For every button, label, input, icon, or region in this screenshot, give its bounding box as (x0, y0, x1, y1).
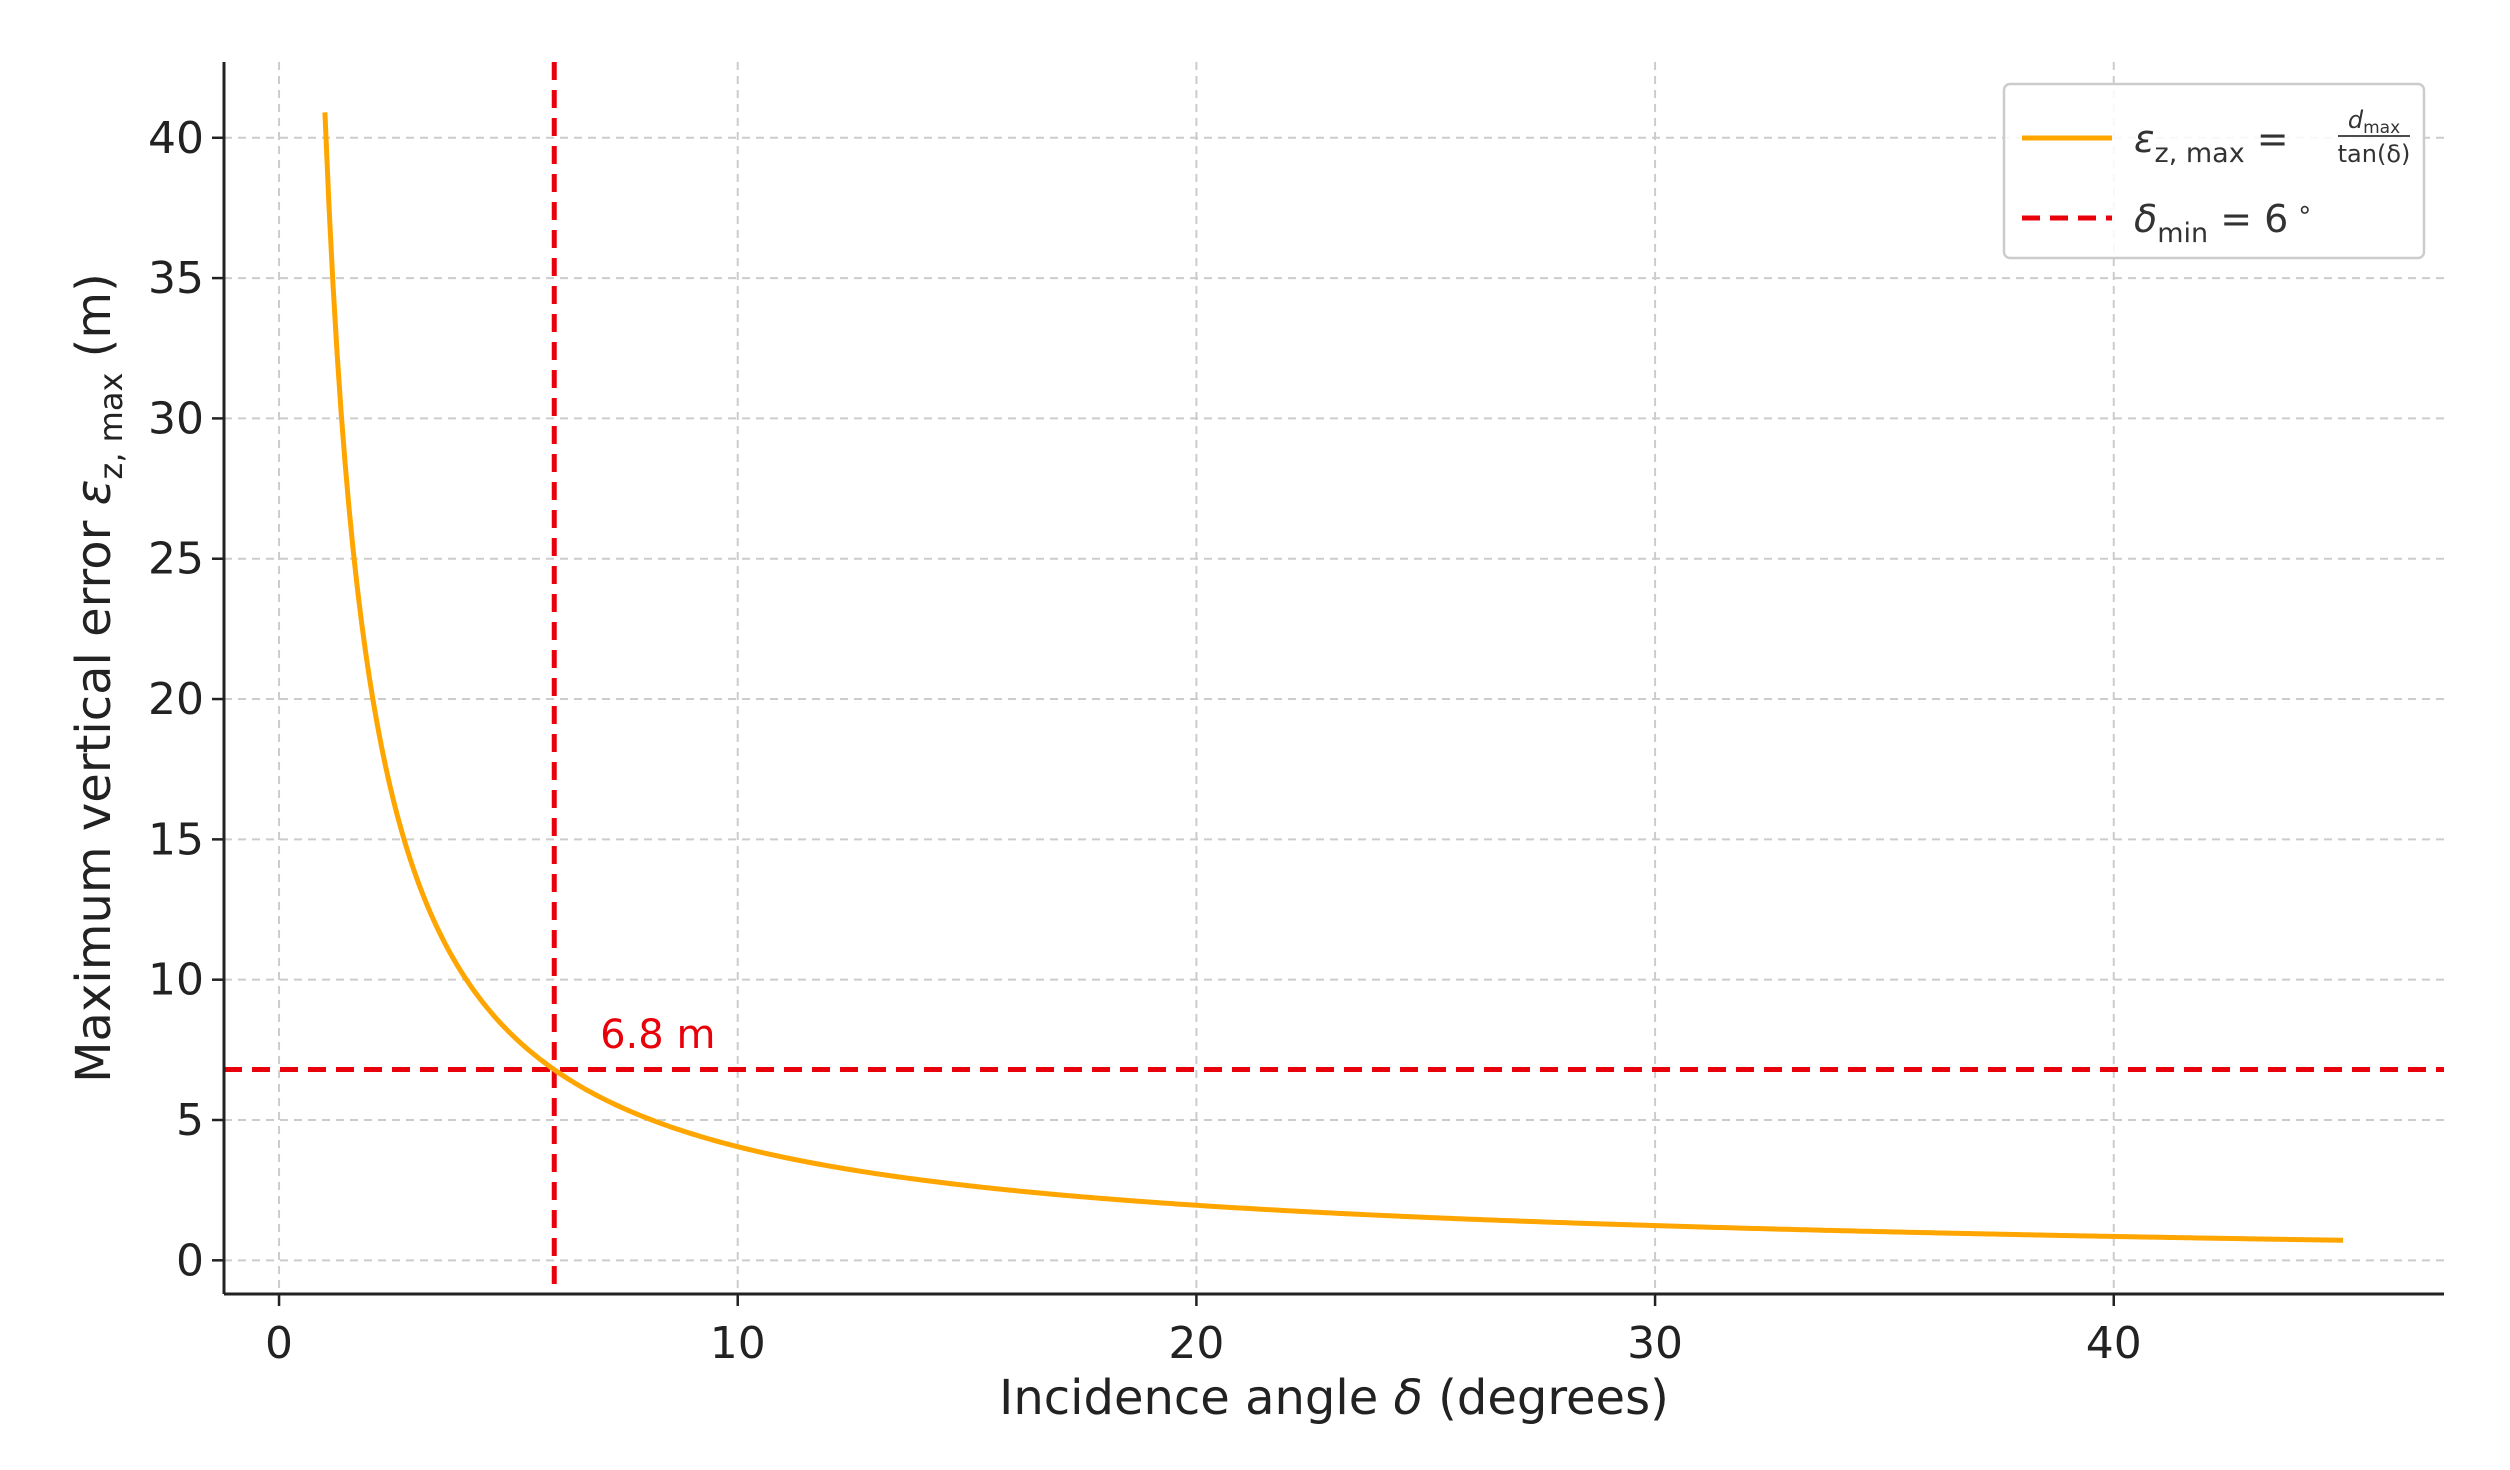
y-tick-label: 35 (148, 253, 204, 304)
legend-min-angle-symbol: δ (2134, 197, 2157, 241)
legend-min-angle-subscript: min (2157, 218, 2208, 249)
x-axis-label-text: Incidence angle (999, 1370, 1393, 1426)
y-tick-label: 40 (148, 113, 204, 164)
legend-label-min-angle: δmin = 6 ∘ (2134, 195, 2313, 249)
x-axis-label-unit: (degrees) (1423, 1370, 1669, 1426)
error-curve-line (322, 112, 2344, 1243)
y-tick-label: 30 (148, 393, 204, 444)
y-axis-label-text: Maximum vertical error (66, 505, 122, 1082)
legend-numerator-symbol: d (2348, 106, 2364, 134)
legend-box (2002, 82, 2426, 260)
x-axis-label: Incidence angle δ (degrees) (999, 1370, 1669, 1426)
reference-lines (224, 62, 2444, 1294)
legend-curve-symbol: ε (2134, 117, 2155, 161)
legend-fraction-denominator: tan(δ) (2338, 140, 2411, 168)
y-axis-label-unit: (m) (66, 273, 122, 372)
y-axis-label: Maximum vertical error εz, max (m) (66, 273, 130, 1083)
axes (222, 62, 2444, 1296)
y-tick-label: 25 (148, 534, 204, 585)
y-axis-label-group: Maximum vertical error εz, max (m) (66, 273, 130, 1083)
y-tick-label: 0 (176, 1235, 204, 1286)
y-tick-label: 20 (148, 674, 204, 725)
axis-labels: Incidence angle δ (degrees) Maximum verti… (66, 273, 1669, 1426)
y-tick-label: 5 (176, 1095, 204, 1146)
legend-fraction-numerator: dmax (2348, 106, 2400, 138)
x-tick-label: 0 (265, 1318, 293, 1369)
grid (224, 62, 2444, 1294)
x-tick-label: 40 (2086, 1318, 2142, 1369)
legend-min-angle-degree: ∘ (2288, 195, 2313, 225)
y-axis-label-subscript: z, max (92, 373, 130, 480)
legend-min-angle-value: = 6 (2208, 197, 2288, 241)
x-tick-label: 20 (1168, 1318, 1224, 1369)
legend-numerator-subscript: max (2363, 118, 2400, 138)
x-tick-label: 10 (710, 1318, 766, 1369)
y-tick-label: 15 (148, 814, 204, 865)
legend-curve-subscript: z, max (2155, 138, 2245, 169)
annotations: 6.8 m (600, 1012, 715, 1058)
legend-curve-equals: = (2245, 117, 2289, 161)
error-curve (322, 112, 2344, 1243)
x-tick-label: 30 (1627, 1318, 1683, 1369)
y-axis-label-symbol: ε (66, 479, 122, 505)
threshold-annotation: 6.8 m (600, 1012, 715, 1058)
legend-label-curve: εz, max = (2134, 117, 2289, 169)
ticks: 0 10 20 30 40 0 5 10 15 20 25 30 35 40 (148, 113, 2142, 1369)
x-axis-label-symbol: δ (1394, 1370, 1423, 1426)
y-tick-label: 10 (148, 955, 204, 1006)
